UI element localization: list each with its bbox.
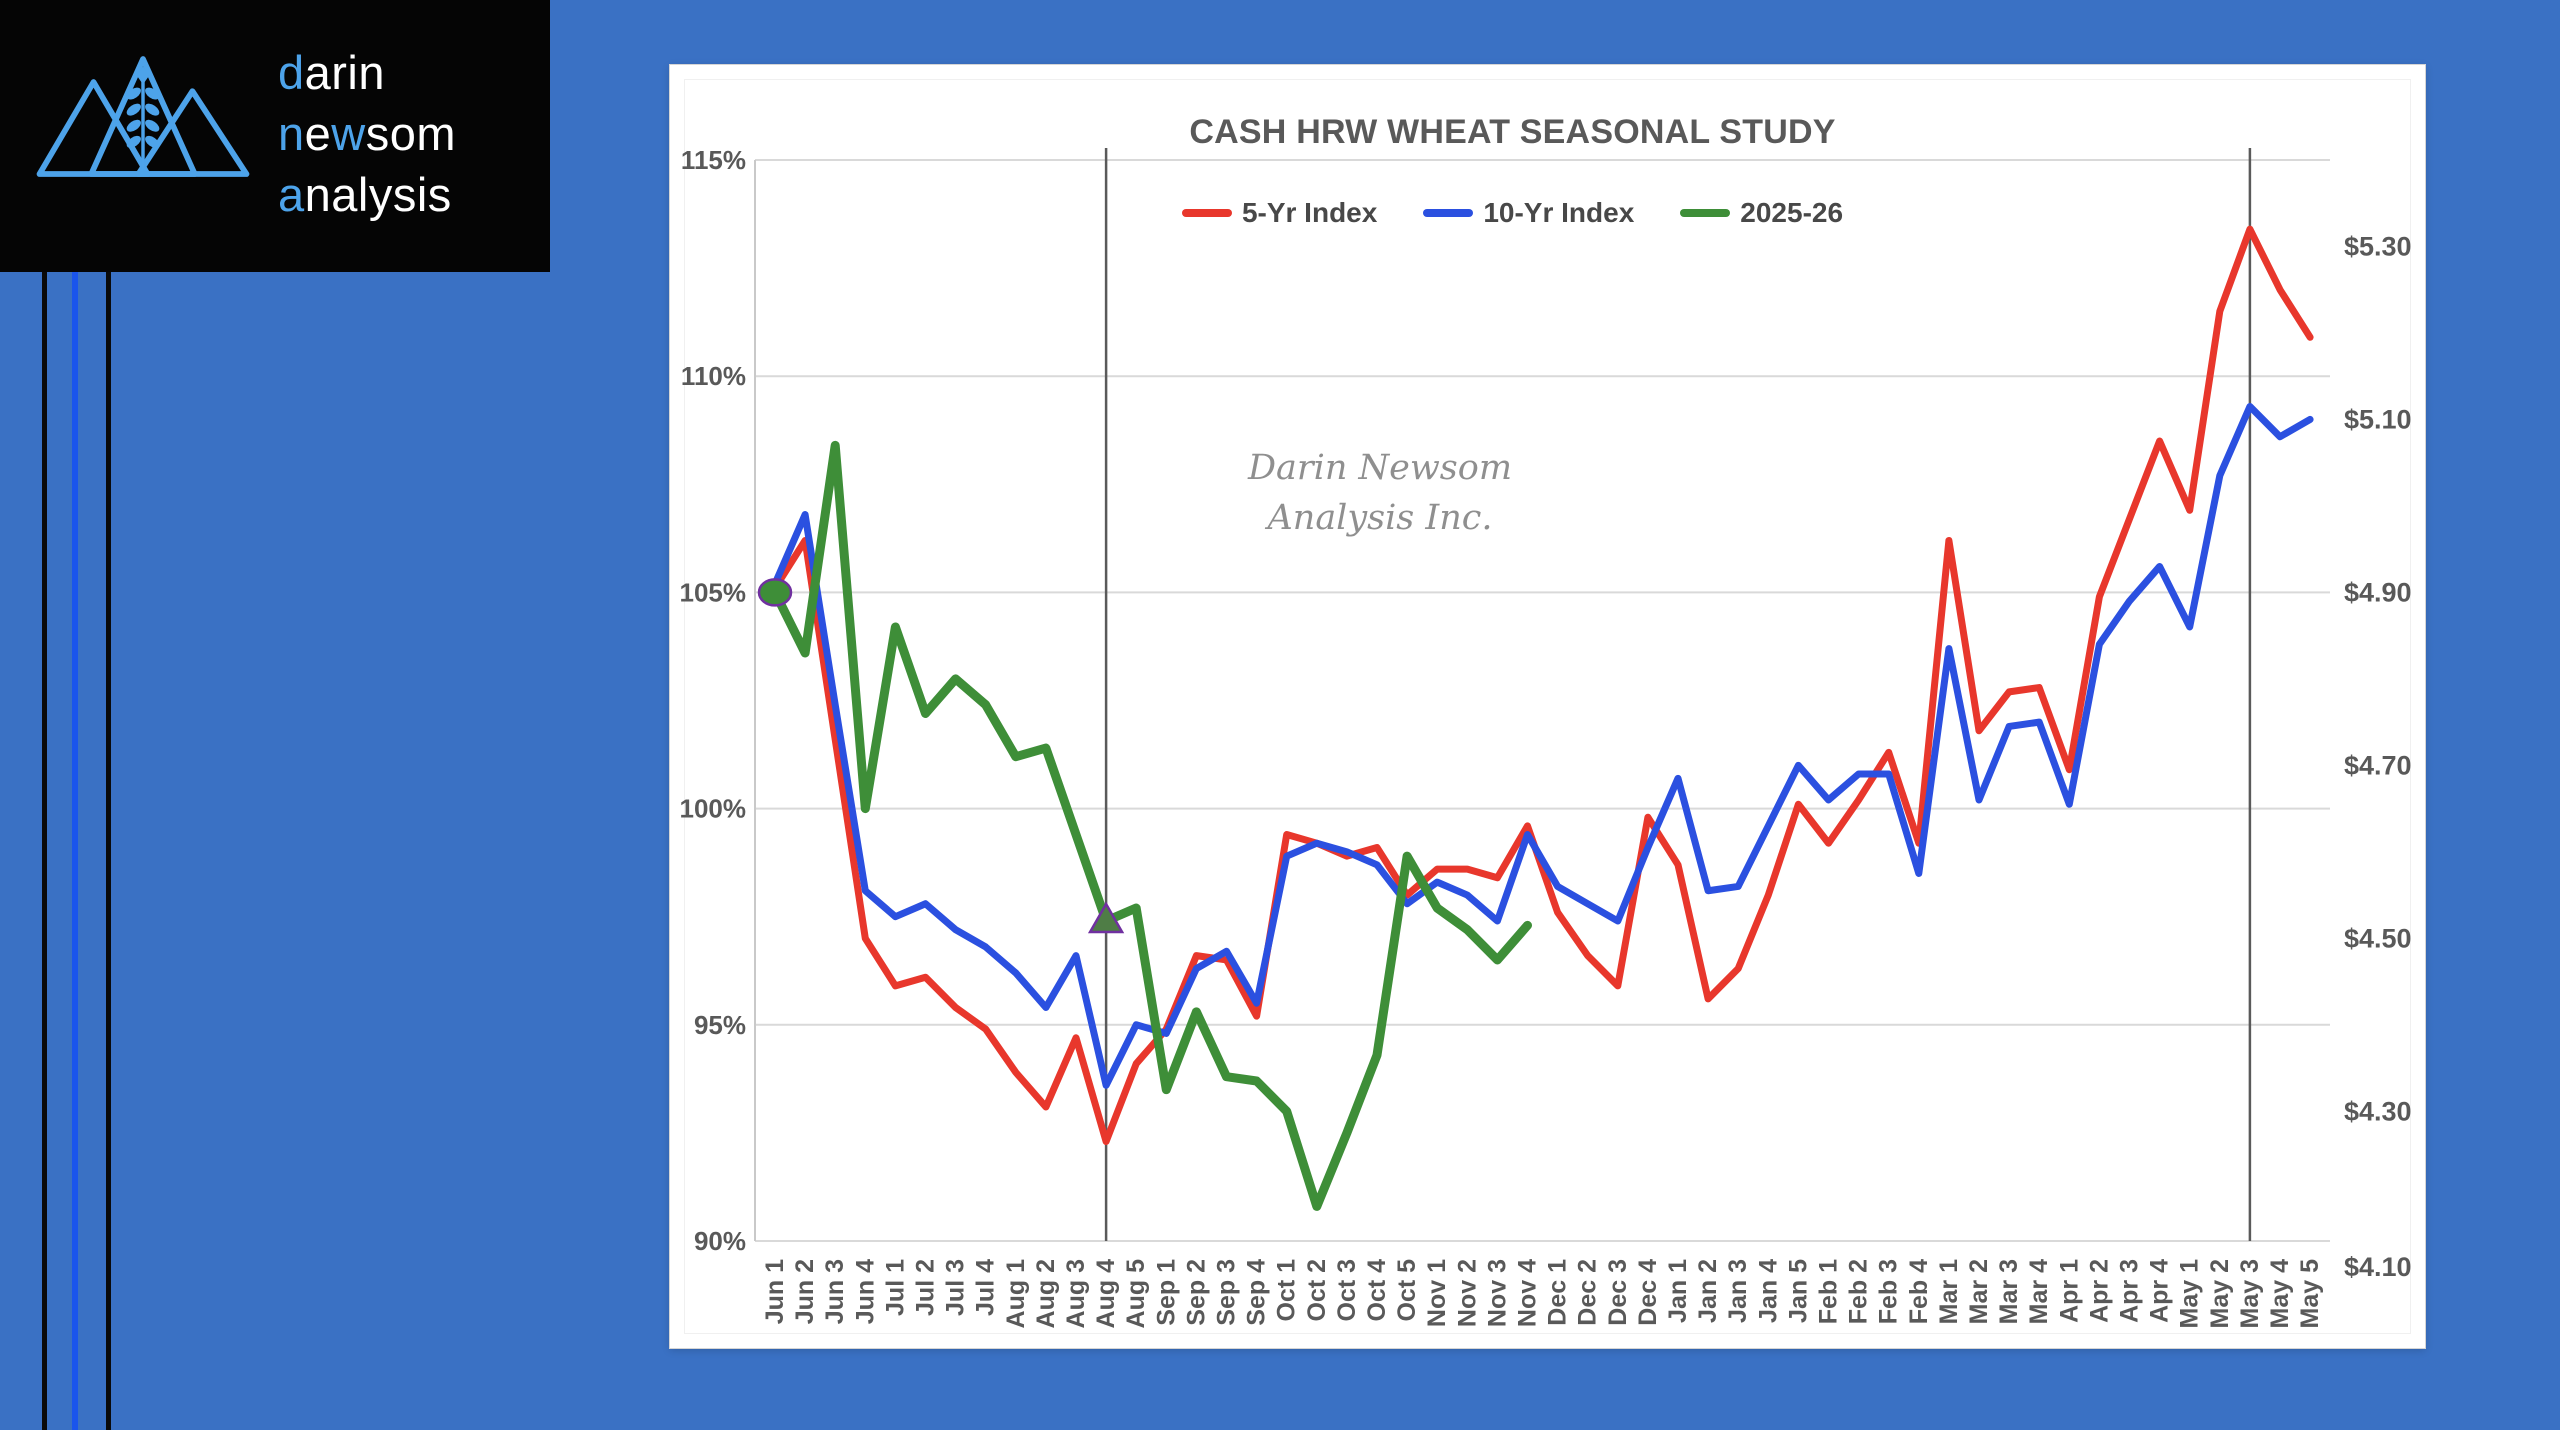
logo-word: analysis <box>278 168 452 221</box>
x-axis-label: Apr 3 <box>2116 1259 2144 1323</box>
chart-panel: CASH HRW WHEAT SEASONAL STUDY 5-Yr Index… <box>670 65 2425 1348</box>
x-axis-label: Oct 3 <box>1333 1259 1361 1322</box>
x-axis-label: Apr 4 <box>2146 1259 2174 1323</box>
legend-label: 2025-26 <box>1740 197 1844 228</box>
x-axis-label: Jun 4 <box>851 1259 879 1324</box>
x-axis-label: Feb 3 <box>1875 1259 1903 1324</box>
y-axis-label: 115% <box>681 145 746 175</box>
x-axis-label: Jan 3 <box>1724 1259 1752 1323</box>
x-axis-label: Jun 3 <box>821 1259 849 1324</box>
x-axis-label: Apr 2 <box>2085 1259 2113 1323</box>
left-stripe-black-2 <box>106 270 111 1430</box>
x-axis-label: Dec 1 <box>1544 1259 1572 1326</box>
x-axis-label: Mar 1 <box>1935 1259 1963 1324</box>
x-axis-label: Oct 2 <box>1303 1259 1331 1322</box>
legend-item-10-yr-index: 10-Yr Index <box>1423 197 1634 229</box>
x-axis-label: Dec 4 <box>1634 1259 1662 1326</box>
x-axis-label: May 5 <box>2296 1259 2324 1329</box>
x-axis-label: Sep 4 <box>1243 1259 1271 1326</box>
x-axis-label: Feb 2 <box>1845 1259 1873 1324</box>
x-axis-label: Nov 3 <box>1483 1259 1511 1327</box>
x-axis-label: Jun 1 <box>761 1259 789 1324</box>
y2-axis-label: $4.10 <box>2344 1252 2412 1282</box>
x-axis-label: Aug 5 <box>1122 1259 1150 1329</box>
x-axis-label: Dec 2 <box>1574 1259 1602 1326</box>
x-axis-label: Jan 4 <box>1754 1259 1782 1323</box>
left-stripe-black-1 <box>42 270 47 1430</box>
x-axis-label: Aug 4 <box>1092 1259 1120 1329</box>
x-axis-label: Nov 1 <box>1423 1259 1451 1327</box>
watermark-line2: Analysis Inc. <box>1267 498 1493 538</box>
x-axis-label: Nov 4 <box>1514 1259 1542 1327</box>
y-axis-label: 90% <box>694 1226 746 1256</box>
x-axis-label: Jul 1 <box>881 1259 909 1316</box>
y-axis-label: 95% <box>694 1010 746 1040</box>
x-axis-label: Feb 4 <box>1905 1259 1933 1324</box>
series-line-10-yr-index <box>771 402 2314 1089</box>
x-axis-label: Sep 1 <box>1152 1259 1180 1326</box>
x-axis-label: Jan 2 <box>1694 1259 1722 1323</box>
start-point-marker-circle <box>757 578 793 607</box>
x-axis-label: Sep 2 <box>1182 1259 1210 1326</box>
x-axis-label: Aug 2 <box>1032 1259 1060 1328</box>
chart-legend: 5-Yr Index 10-Yr Index 2025-26 <box>670 197 2355 229</box>
x-axis-label: Jul 2 <box>912 1259 940 1316</box>
x-axis-label: Mar 3 <box>1995 1259 2023 1324</box>
x-axis-label: May 3 <box>2236 1259 2264 1328</box>
seasonal-line-chart: 115% 110% 105% 100% 95% 90% $5.30 $5.10 $4.90 $4.… <box>680 145 2412 1329</box>
legend-swatch <box>1680 209 1731 217</box>
x-axis-label: May 1 <box>2176 1259 2204 1329</box>
legend-item-2025-26: 2025-26 <box>1680 197 1843 229</box>
legend-label: 10-Yr Index <box>1483 197 1635 228</box>
x-axis-label: Jan 5 <box>1784 1259 1812 1323</box>
x-axis-label: Mar 4 <box>2025 1259 2053 1324</box>
series-line-5-yr-index <box>771 225 2314 1146</box>
x-axis-label: May 2 <box>2206 1259 2234 1328</box>
legend-swatch <box>1181 209 1232 217</box>
logo: darin newsom analysis <box>0 0 550 272</box>
x-axis-label: Jan 1 <box>1664 1259 1692 1323</box>
y2-axis-label: $4.50 <box>2344 923 2412 953</box>
x-axis-label: Dec 3 <box>1604 1259 1632 1326</box>
x-axis-label: Aug 1 <box>1002 1259 1030 1329</box>
x-axis-label: Nov 2 <box>1453 1259 1481 1327</box>
x-axis-label: Sep 3 <box>1213 1259 1241 1326</box>
x-axis-label: Jun 2 <box>791 1259 819 1324</box>
legend-item-5-yr-index: 5-Yr Index <box>1181 197 1378 229</box>
x-axis-label: Aug 3 <box>1062 1259 1090 1328</box>
legend-swatch <box>1423 209 1474 217</box>
x-axis-label: Oct 1 <box>1273 1259 1301 1322</box>
x-axis-label: Oct 5 <box>1393 1259 1421 1322</box>
x-axis-label: Jul 4 <box>972 1259 1000 1316</box>
logo-wordmark: darin newsom analysis <box>278 42 456 225</box>
mountains-wheat-icon <box>36 56 250 177</box>
y-axis-label: 105% <box>680 577 747 607</box>
y2-axis-label: $4.90 <box>2344 577 2412 607</box>
y2-axis-label: $4.30 <box>2344 1096 2412 1126</box>
y-axis-label: 110% <box>681 361 746 391</box>
y2-axis-label: $4.70 <box>2344 750 2412 780</box>
x-axis-label: Oct 4 <box>1363 1259 1391 1322</box>
series-line-2025-26 <box>770 440 1532 1211</box>
x-axis-label: May 4 <box>2266 1259 2294 1329</box>
watermark-line1: Darin Newsom <box>1247 448 1513 488</box>
legend-label: 5-Yr Index <box>1241 197 1378 228</box>
wheat-icon <box>126 65 160 170</box>
y2-axis-label: $5.30 <box>2344 231 2412 261</box>
logo-word: darin <box>278 46 386 99</box>
chart-title: CASH HRW WHEAT SEASONAL STUDY <box>1189 113 1836 151</box>
current-point-marker-triangle <box>1087 901 1125 934</box>
y2-axis-label: $5.10 <box>2344 404 2412 434</box>
x-axis-label: Feb 1 <box>1815 1259 1843 1324</box>
logo-word: newsom <box>278 107 457 160</box>
x-axis-label: Apr 1 <box>2055 1259 2083 1323</box>
left-stripe-blue <box>72 270 78 1430</box>
x-axis-label: Jul 3 <box>942 1259 970 1316</box>
watermark: Darin Newsom Analysis Inc. <box>1215 443 1545 543</box>
x-axis-label: Mar 2 <box>1965 1259 1993 1324</box>
y-axis-label: 100% <box>680 794 747 824</box>
